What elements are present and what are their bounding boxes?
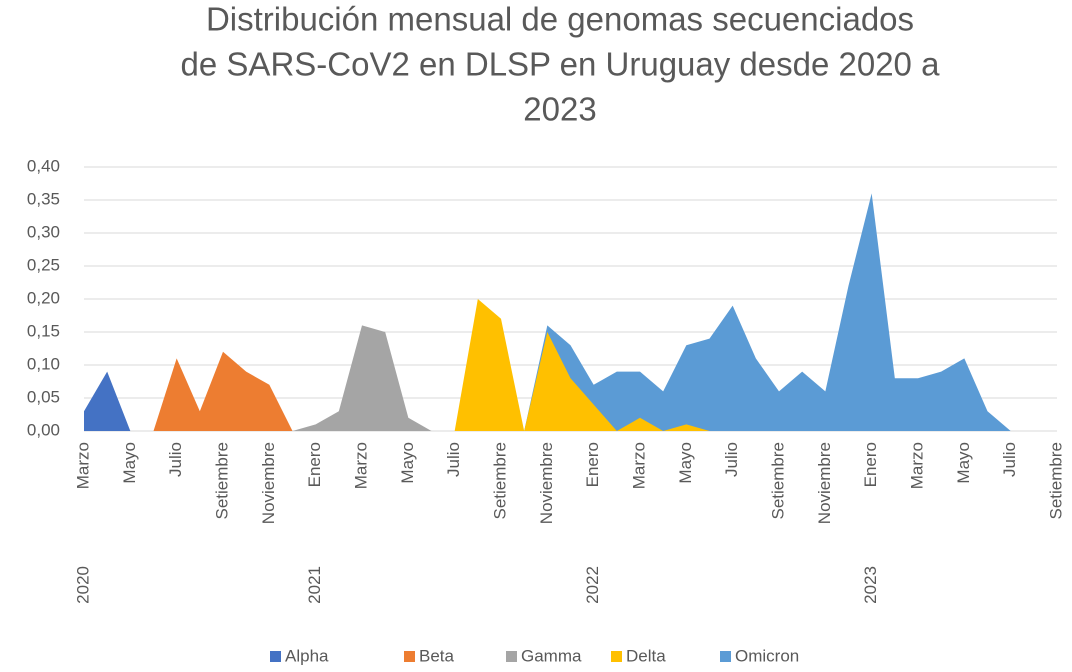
- legend-item: Delta: [611, 646, 666, 665]
- x-tick-label: Noviembre: [537, 442, 556, 524]
- x-tick-label: Mayo: [398, 442, 417, 484]
- x-tick-label: Noviembre: [815, 442, 834, 524]
- x-tick-label: Enero: [861, 442, 880, 487]
- legend-label: Gamma: [521, 646, 582, 665]
- y-tick-label: 0,05: [27, 387, 60, 406]
- y-tick-label: 0,00: [27, 420, 60, 439]
- x-tick-label: Setiembre: [490, 442, 509, 519]
- legend-swatch: [404, 651, 415, 662]
- legend-item: Beta: [404, 646, 455, 665]
- x-tick-label: Mayo: [954, 442, 973, 484]
- x-tick-label: Marzo: [73, 442, 92, 489]
- x-tick-label: Marzo: [629, 442, 648, 489]
- y-tick-label: 0,20: [27, 288, 60, 307]
- legend-label: Alpha: [285, 646, 329, 665]
- y-tick-label: 0,25: [27, 255, 60, 274]
- chart-title: Distribución mensual de genomas secuenci…: [206, 1, 914, 38]
- x-group-label: 2021: [305, 566, 324, 604]
- y-tick-label: 0,30: [27, 222, 60, 241]
- x-tick-label: Mayo: [120, 442, 139, 484]
- x-tick-label: Enero: [583, 442, 602, 487]
- x-tick-label: Julio: [722, 442, 741, 477]
- legend-swatch: [611, 651, 622, 662]
- x-tick-label: Enero: [305, 442, 324, 487]
- legend-label: Delta: [626, 646, 666, 665]
- x-tick-label: Setiembre: [1046, 442, 1065, 519]
- x-group-label: 2023: [861, 566, 880, 604]
- x-group-label: 2020: [73, 566, 92, 604]
- legend-swatch: [506, 651, 517, 662]
- x-tick-label: Julio: [444, 442, 463, 477]
- area: [84, 351, 1057, 431]
- legend-item: Omicron: [720, 646, 799, 665]
- x-group-label: 2022: [583, 566, 602, 604]
- x-tick-label: Mayo: [676, 442, 695, 484]
- x-tick-label: Noviembre: [259, 442, 278, 524]
- x-tick-label: Marzo: [907, 442, 926, 489]
- chart-title: 2023: [523, 91, 596, 128]
- legend-swatch: [270, 651, 281, 662]
- legend-label: Omicron: [735, 646, 799, 665]
- y-tick-label: 0,35: [27, 189, 60, 208]
- legend-label: Beta: [419, 646, 455, 665]
- chart-title: de SARS-CoV2 en DLSP en Uruguay desde 20…: [181, 46, 941, 83]
- x-tick-label: Julio: [166, 442, 185, 477]
- legend-item: Alpha: [270, 646, 329, 665]
- x-tick-label: Marzo: [351, 442, 370, 489]
- y-tick-label: 0,10: [27, 354, 60, 373]
- y-tick-label: 0,40: [27, 156, 60, 175]
- x-tick-label: Setiembre: [212, 442, 231, 519]
- legend-swatch: [720, 651, 731, 662]
- legend-item: Gamma: [506, 646, 582, 665]
- x-tick-label: Julio: [1000, 442, 1019, 477]
- area: [84, 299, 1057, 431]
- x-tick-label: Setiembre: [768, 442, 787, 519]
- y-tick-label: 0,15: [27, 321, 60, 340]
